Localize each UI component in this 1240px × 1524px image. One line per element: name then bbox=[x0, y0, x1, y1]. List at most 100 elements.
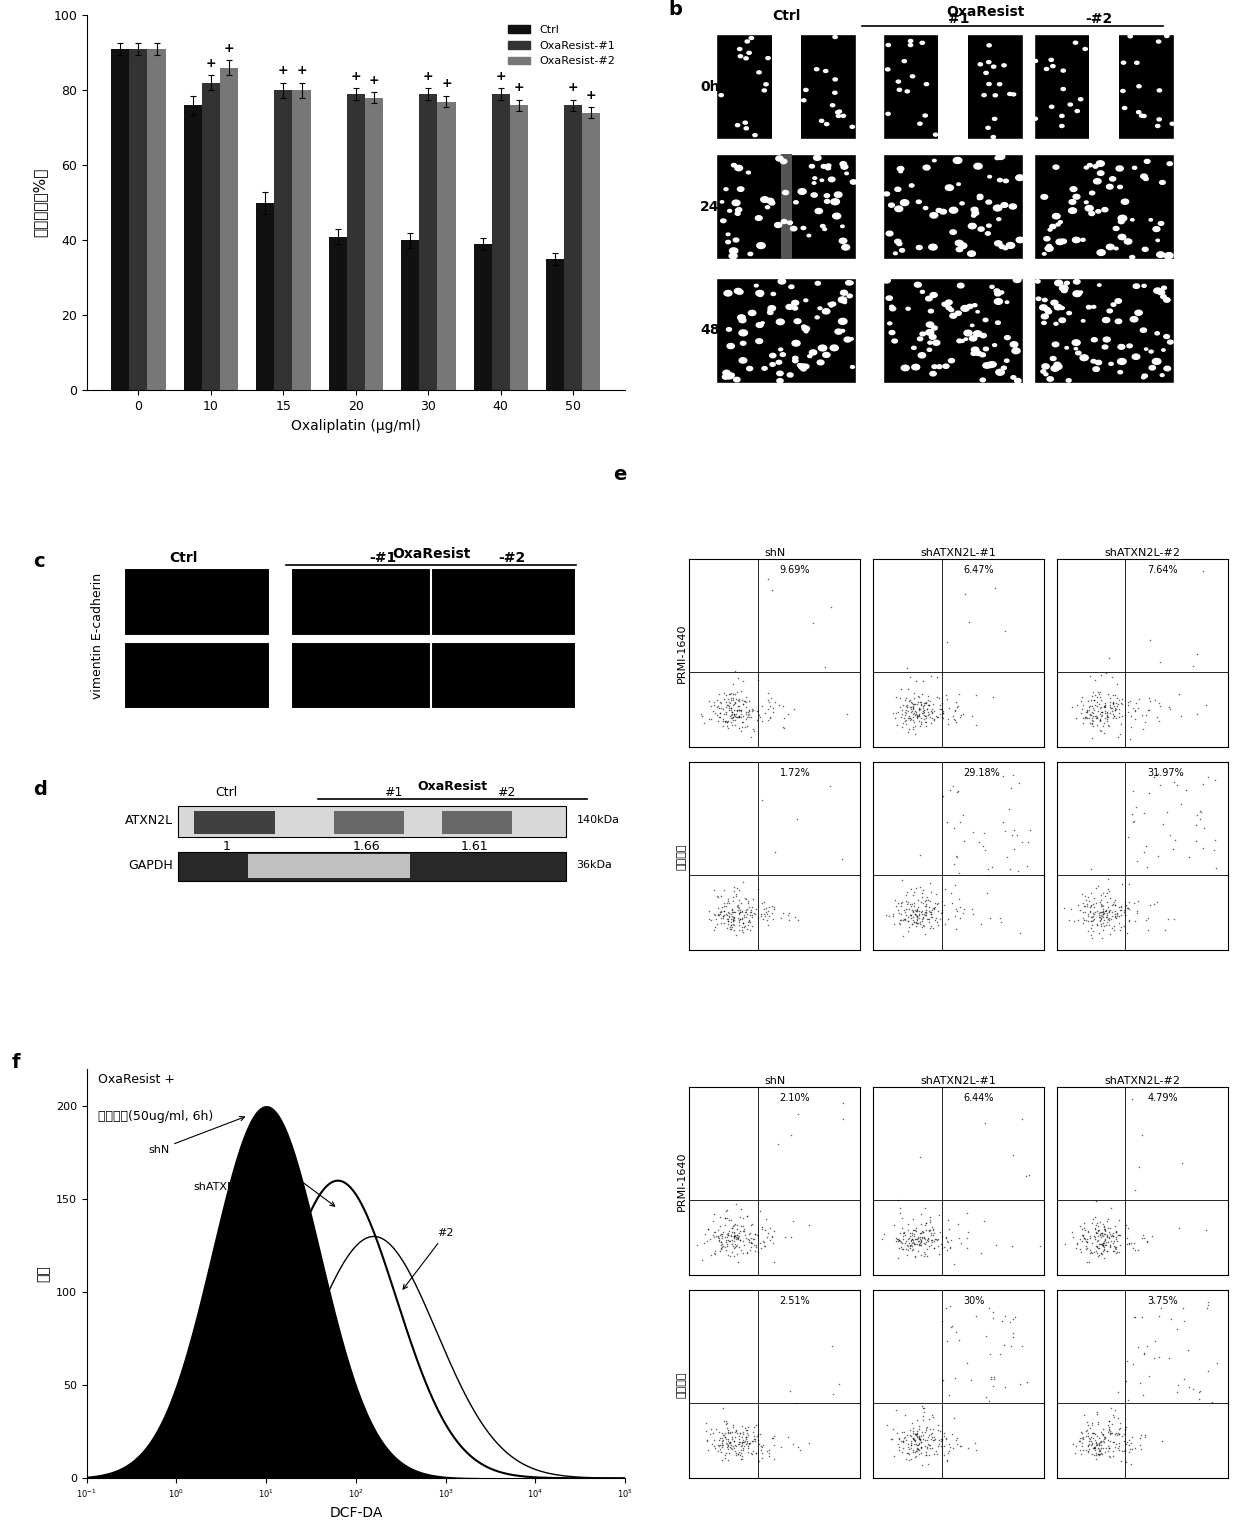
Point bbox=[1091, 911, 1111, 936]
Point bbox=[1074, 908, 1094, 933]
Point bbox=[740, 899, 760, 924]
Circle shape bbox=[1153, 227, 1159, 232]
Point bbox=[1091, 700, 1111, 724]
Point bbox=[940, 1294, 960, 1318]
Point bbox=[1105, 890, 1125, 914]
Point bbox=[919, 899, 939, 924]
Point bbox=[1109, 1417, 1128, 1442]
Point bbox=[895, 904, 915, 928]
Circle shape bbox=[1047, 376, 1053, 381]
Point bbox=[727, 698, 746, 722]
Point bbox=[1094, 1239, 1114, 1263]
Point bbox=[1009, 1372, 1029, 1396]
Circle shape bbox=[994, 290, 999, 293]
Point bbox=[1140, 780, 1159, 805]
Point bbox=[725, 1434, 745, 1458]
Point bbox=[1132, 1305, 1152, 1329]
Point bbox=[718, 1434, 738, 1458]
Point bbox=[903, 1218, 923, 1242]
Point bbox=[1101, 1230, 1121, 1254]
Circle shape bbox=[1056, 239, 1064, 244]
Point bbox=[724, 1224, 744, 1248]
Point bbox=[1110, 911, 1130, 936]
Circle shape bbox=[823, 70, 828, 73]
Point bbox=[1148, 843, 1168, 867]
Point bbox=[1125, 698, 1145, 722]
Point bbox=[734, 885, 754, 910]
Point bbox=[713, 1433, 733, 1457]
Point bbox=[1187, 701, 1207, 725]
Point bbox=[734, 1228, 754, 1253]
Point bbox=[712, 1436, 732, 1460]
Point bbox=[759, 1443, 779, 1468]
Point bbox=[734, 689, 754, 713]
Point bbox=[1092, 911, 1112, 936]
Point bbox=[740, 1213, 760, 1237]
Point bbox=[1078, 902, 1097, 927]
Point bbox=[928, 892, 947, 916]
Point bbox=[1012, 1334, 1032, 1358]
Point bbox=[909, 1431, 929, 1455]
Point bbox=[941, 881, 961, 905]
Point bbox=[699, 707, 719, 732]
Point bbox=[1115, 703, 1135, 727]
Point bbox=[908, 692, 928, 716]
Point bbox=[915, 706, 935, 730]
Circle shape bbox=[1132, 354, 1140, 360]
Point bbox=[1106, 706, 1126, 730]
Point bbox=[715, 709, 735, 733]
Point bbox=[924, 1428, 944, 1452]
Point bbox=[734, 1216, 754, 1241]
Circle shape bbox=[971, 207, 978, 212]
Point bbox=[913, 669, 932, 693]
Point bbox=[913, 892, 932, 916]
Point bbox=[993, 809, 1013, 834]
Point bbox=[905, 902, 925, 927]
Point bbox=[735, 1425, 755, 1449]
Point bbox=[1075, 706, 1095, 730]
Point bbox=[709, 1434, 729, 1458]
Point bbox=[1086, 1221, 1106, 1245]
Point bbox=[1133, 1225, 1153, 1250]
Point bbox=[715, 710, 735, 735]
Point bbox=[738, 1204, 758, 1228]
Circle shape bbox=[920, 291, 924, 293]
Point bbox=[959, 1219, 978, 1244]
Point bbox=[1074, 1210, 1094, 1234]
Circle shape bbox=[744, 126, 749, 130]
Point bbox=[925, 1425, 945, 1449]
Point bbox=[1091, 887, 1111, 911]
Point bbox=[888, 1227, 908, 1251]
Point bbox=[916, 696, 936, 721]
Point bbox=[1091, 1231, 1111, 1256]
Circle shape bbox=[839, 238, 847, 244]
Point bbox=[966, 1437, 986, 1462]
Circle shape bbox=[889, 203, 894, 207]
Point bbox=[1189, 1387, 1209, 1411]
Circle shape bbox=[1137, 85, 1141, 88]
Point bbox=[1136, 703, 1156, 727]
Point bbox=[1158, 907, 1178, 931]
Point bbox=[892, 715, 911, 739]
Point bbox=[901, 1436, 921, 1460]
Point bbox=[1109, 692, 1128, 716]
Point bbox=[1091, 907, 1111, 931]
Circle shape bbox=[1073, 238, 1080, 242]
Text: b: b bbox=[668, 0, 682, 20]
Circle shape bbox=[807, 235, 811, 236]
Point bbox=[1121, 1452, 1141, 1477]
Point bbox=[1073, 1420, 1092, 1445]
Point bbox=[1095, 1218, 1115, 1242]
Point bbox=[722, 1207, 742, 1231]
Point bbox=[727, 1222, 746, 1247]
Point bbox=[1152, 1428, 1172, 1452]
Point bbox=[748, 876, 768, 901]
Point bbox=[897, 888, 916, 913]
Circle shape bbox=[748, 253, 753, 256]
Circle shape bbox=[1050, 357, 1056, 361]
Point bbox=[1174, 1309, 1194, 1334]
Circle shape bbox=[794, 319, 801, 323]
Circle shape bbox=[987, 61, 991, 64]
Circle shape bbox=[929, 309, 934, 312]
Point bbox=[911, 1221, 931, 1245]
